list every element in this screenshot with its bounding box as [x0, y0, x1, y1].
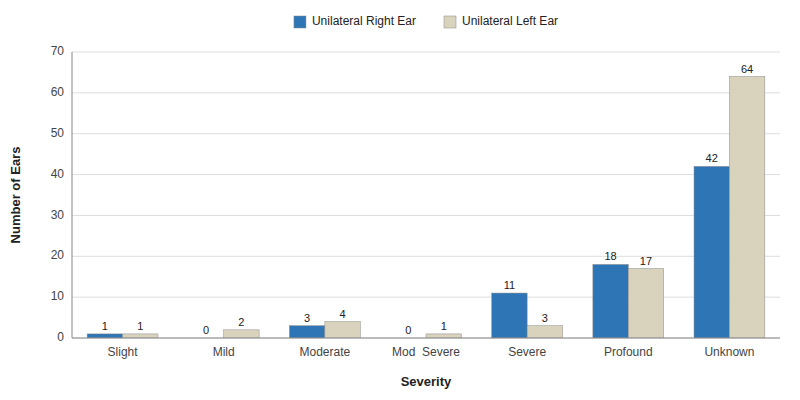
y-tick-label: 0: [57, 330, 64, 344]
data-label: 2: [238, 316, 244, 328]
y-tick-label: 20: [51, 248, 65, 262]
bar: [694, 166, 729, 338]
data-label: 1: [441, 320, 447, 332]
grid-line: [72, 52, 780, 53]
grid-line: [72, 92, 780, 93]
x-tick-label: Severe: [508, 345, 546, 359]
data-label: 17: [640, 255, 652, 267]
data-label: 11: [504, 279, 515, 291]
bar: [426, 334, 461, 338]
bar: [87, 334, 122, 338]
legend-swatch: [444, 16, 456, 28]
bar: [729, 77, 764, 338]
bar: [628, 269, 663, 338]
bar: [224, 330, 259, 338]
legend-swatch: [294, 16, 306, 28]
y-axis-line: [72, 52, 73, 338]
y-tick-label: 30: [51, 208, 65, 222]
data-label: 18: [604, 250, 616, 262]
y-tick-label: 70: [51, 44, 65, 58]
data-label: 1: [137, 320, 143, 332]
bar: [325, 322, 360, 338]
grid: [72, 52, 780, 338]
y-tick-label: 50: [51, 126, 65, 140]
data-label: 42: [706, 152, 718, 164]
x-axis-label: Severity: [401, 374, 452, 389]
x-tick-label: Moderate: [300, 345, 351, 359]
y-tick-label: 40: [51, 167, 65, 181]
legend-label: Unilateral Right Ear: [312, 14, 416, 28]
x-tick-label: Mild: [213, 345, 235, 359]
x-tick-label: Slight: [108, 345, 139, 359]
bar: [593, 264, 628, 338]
y-axis-label: Number of Ears: [8, 147, 23, 244]
grid-line: [72, 297, 780, 298]
x-tick-label: Profound: [604, 345, 653, 359]
y-tick-label: 60: [51, 85, 65, 99]
chart: 0102030405060701030111842124131764Slight…: [0, 0, 800, 400]
bar: [123, 334, 158, 338]
data-label: 0: [203, 324, 209, 336]
grid-line: [72, 256, 780, 257]
data-label: 4: [339, 308, 345, 320]
grid-line: [72, 174, 780, 175]
data-label: 1: [102, 320, 108, 332]
data-label: 0: [405, 324, 411, 336]
x-axis-line: [72, 338, 780, 339]
bar: [527, 326, 562, 338]
x-tick-label: Mod Severe: [392, 345, 460, 359]
x-tick-label: Unknown: [704, 345, 754, 359]
grid-line: [72, 215, 780, 216]
legend-label: Unilateral Left Ear: [462, 14, 558, 28]
legend-item: Unilateral Left Ear: [444, 14, 558, 28]
data-label: 64: [741, 63, 753, 75]
chart-container: 0102030405060701030111842124131764Slight…: [0, 0, 800, 400]
bar: [289, 326, 324, 338]
legend-item: Unilateral Right Ear: [294, 14, 416, 28]
grid-line: [72, 338, 780, 339]
bar: [492, 293, 527, 338]
legend: Unilateral Right Ear Unilateral Left Ear: [294, 14, 558, 28]
bars: [87, 77, 765, 338]
y-tick-label: 10: [51, 289, 65, 303]
data-label: 3: [304, 312, 310, 324]
grid-line: [72, 133, 780, 134]
data-label: 3: [542, 312, 548, 324]
